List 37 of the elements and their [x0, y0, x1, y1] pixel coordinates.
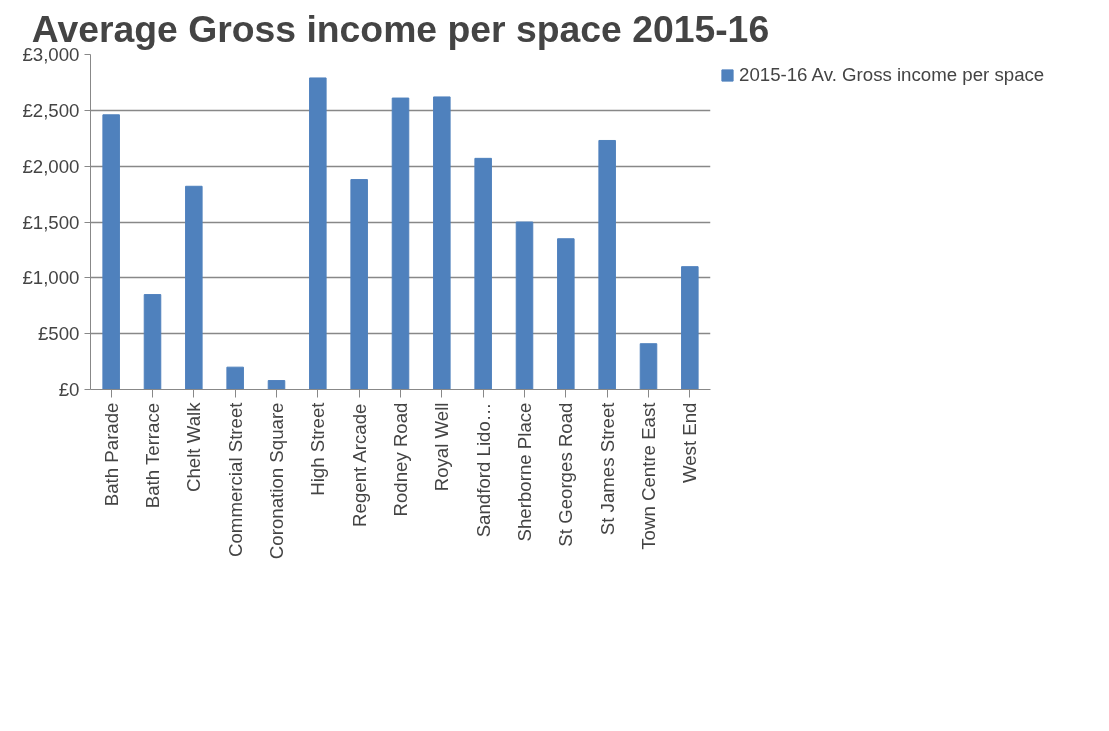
bar — [557, 238, 575, 390]
bar — [143, 294, 162, 390]
y-tick-label: £2,500 — [22, 99, 80, 121]
bar — [226, 366, 244, 390]
bar — [515, 221, 534, 390]
y-tick-label: £1,000 — [22, 267, 80, 289]
bar — [474, 157, 492, 390]
bar — [391, 97, 410, 390]
x-tick-label: High Street — [307, 401, 329, 496]
bar — [598, 139, 616, 390]
x-tick-label: Regent Arcade — [348, 403, 370, 527]
x-tick-label: Chelt Walk — [183, 401, 205, 492]
y-tick-label: £1,500 — [22, 211, 80, 233]
bar — [309, 77, 327, 390]
bar — [267, 380, 286, 390]
bar — [681, 266, 699, 390]
y-tick-label: £500 — [38, 323, 80, 345]
y-tick-label: £0 — [58, 379, 80, 400]
x-tick-label: Coronation Square — [266, 402, 287, 560]
x-tick-label: Sherborne Place — [514, 402, 535, 542]
x-tick-label: Sandford Lido… — [472, 402, 494, 538]
x-tick-label: Rodney Road — [390, 402, 411, 517]
x-tick-label: Bath Parade — [100, 402, 122, 507]
legend-label: 2015-16 Av. Gross income per space — [739, 64, 1045, 86]
bar — [102, 114, 120, 390]
bar — [185, 185, 203, 390]
x-tick-label: St James Street — [596, 401, 618, 536]
x-tick-label: St Georges Road — [555, 402, 577, 547]
y-tick-label: £2,000 — [22, 155, 80, 177]
x-tick-label: Royal Well — [431, 402, 453, 492]
x-tick-label: Bath Terrace — [142, 402, 163, 509]
x-tick-label: Town Centre East — [638, 401, 659, 550]
x-tick-label: West End — [679, 402, 701, 484]
bar — [639, 343, 658, 390]
x-tick-label: Commercial Street — [224, 401, 246, 557]
bar — [350, 179, 368, 390]
bar — [433, 96, 451, 390]
